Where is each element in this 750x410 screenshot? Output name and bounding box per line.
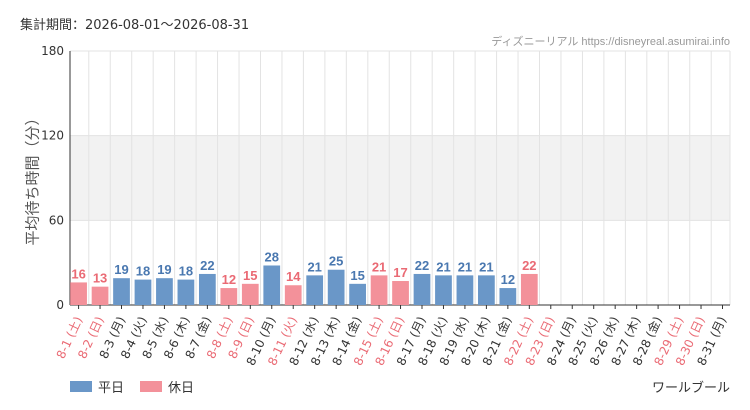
bar-value-label: 15 (350, 268, 364, 283)
bar-value-label: 12 (501, 272, 515, 287)
bar-value-label: 21 (458, 259, 472, 274)
bar (327, 269, 345, 305)
bar-value-label: 22 (522, 258, 536, 273)
bar (70, 282, 87, 305)
bar-value-label: 17 (393, 265, 407, 280)
bar-value-label: 28 (265, 249, 279, 264)
attraction-name: ワールブール (651, 381, 730, 396)
y-tick-label: 120 (41, 129, 64, 143)
bar (306, 275, 324, 305)
bar-value-label: 25 (329, 254, 343, 269)
legend: 平日 休日 (70, 377, 210, 396)
y-tick-label: 0 (56, 298, 64, 312)
bar (520, 273, 538, 305)
bar-value-label: 14 (286, 269, 301, 284)
bar (241, 283, 259, 305)
bar (177, 279, 195, 305)
bar (198, 273, 216, 305)
legend-item-weekday[interactable]: 平日 (70, 377, 124, 396)
bar (370, 275, 388, 305)
bar-value-label: 21 (436, 259, 450, 274)
bar (220, 288, 238, 305)
bar (435, 275, 452, 305)
bar-value-label: 22 (200, 258, 214, 273)
bar (349, 283, 366, 305)
bar-value-label: 18 (179, 264, 193, 279)
legend-label-holiday: 休日 (168, 381, 195, 396)
bar (413, 273, 431, 305)
bar-value-label: 21 (307, 259, 321, 274)
legend-label-weekday: 平日 (98, 381, 125, 396)
bar (478, 275, 495, 305)
bar (134, 279, 152, 305)
legend-swatch-holiday (140, 381, 163, 392)
bar-value-label: 18 (136, 264, 150, 279)
bar (113, 278, 130, 305)
period-label: 集計期間：2026-08-01〜2026-08-31 (20, 18, 250, 33)
y-tick-label: 60 (49, 213, 64, 227)
bar (456, 275, 474, 305)
bar (156, 278, 173, 305)
y-tick-label: 180 (41, 44, 64, 58)
shaded-band-0 (70, 135, 730, 221)
bar-value-label: 21 (479, 259, 493, 274)
bar-value-label: 19 (114, 262, 128, 277)
bar (91, 286, 109, 305)
bar (284, 285, 302, 305)
legend-item-holiday[interactable]: 休日 (140, 377, 194, 396)
bar-value-label: 22 (415, 258, 429, 273)
bar-value-label: 16 (71, 266, 85, 281)
source-credit: ディズニーリアル https://disneyreal.asumirai.inf… (491, 36, 730, 48)
bar-value-label: 15 (243, 268, 257, 283)
bar-value-label: 19 (157, 262, 171, 277)
legend-swatch-weekday (70, 381, 92, 392)
bar (499, 288, 517, 305)
bar (392, 281, 409, 305)
bar-value-label: 13 (93, 271, 107, 286)
bar-value-label: 21 (372, 259, 386, 274)
bar-value-label: 12 (222, 272, 236, 287)
bar (263, 265, 281, 305)
